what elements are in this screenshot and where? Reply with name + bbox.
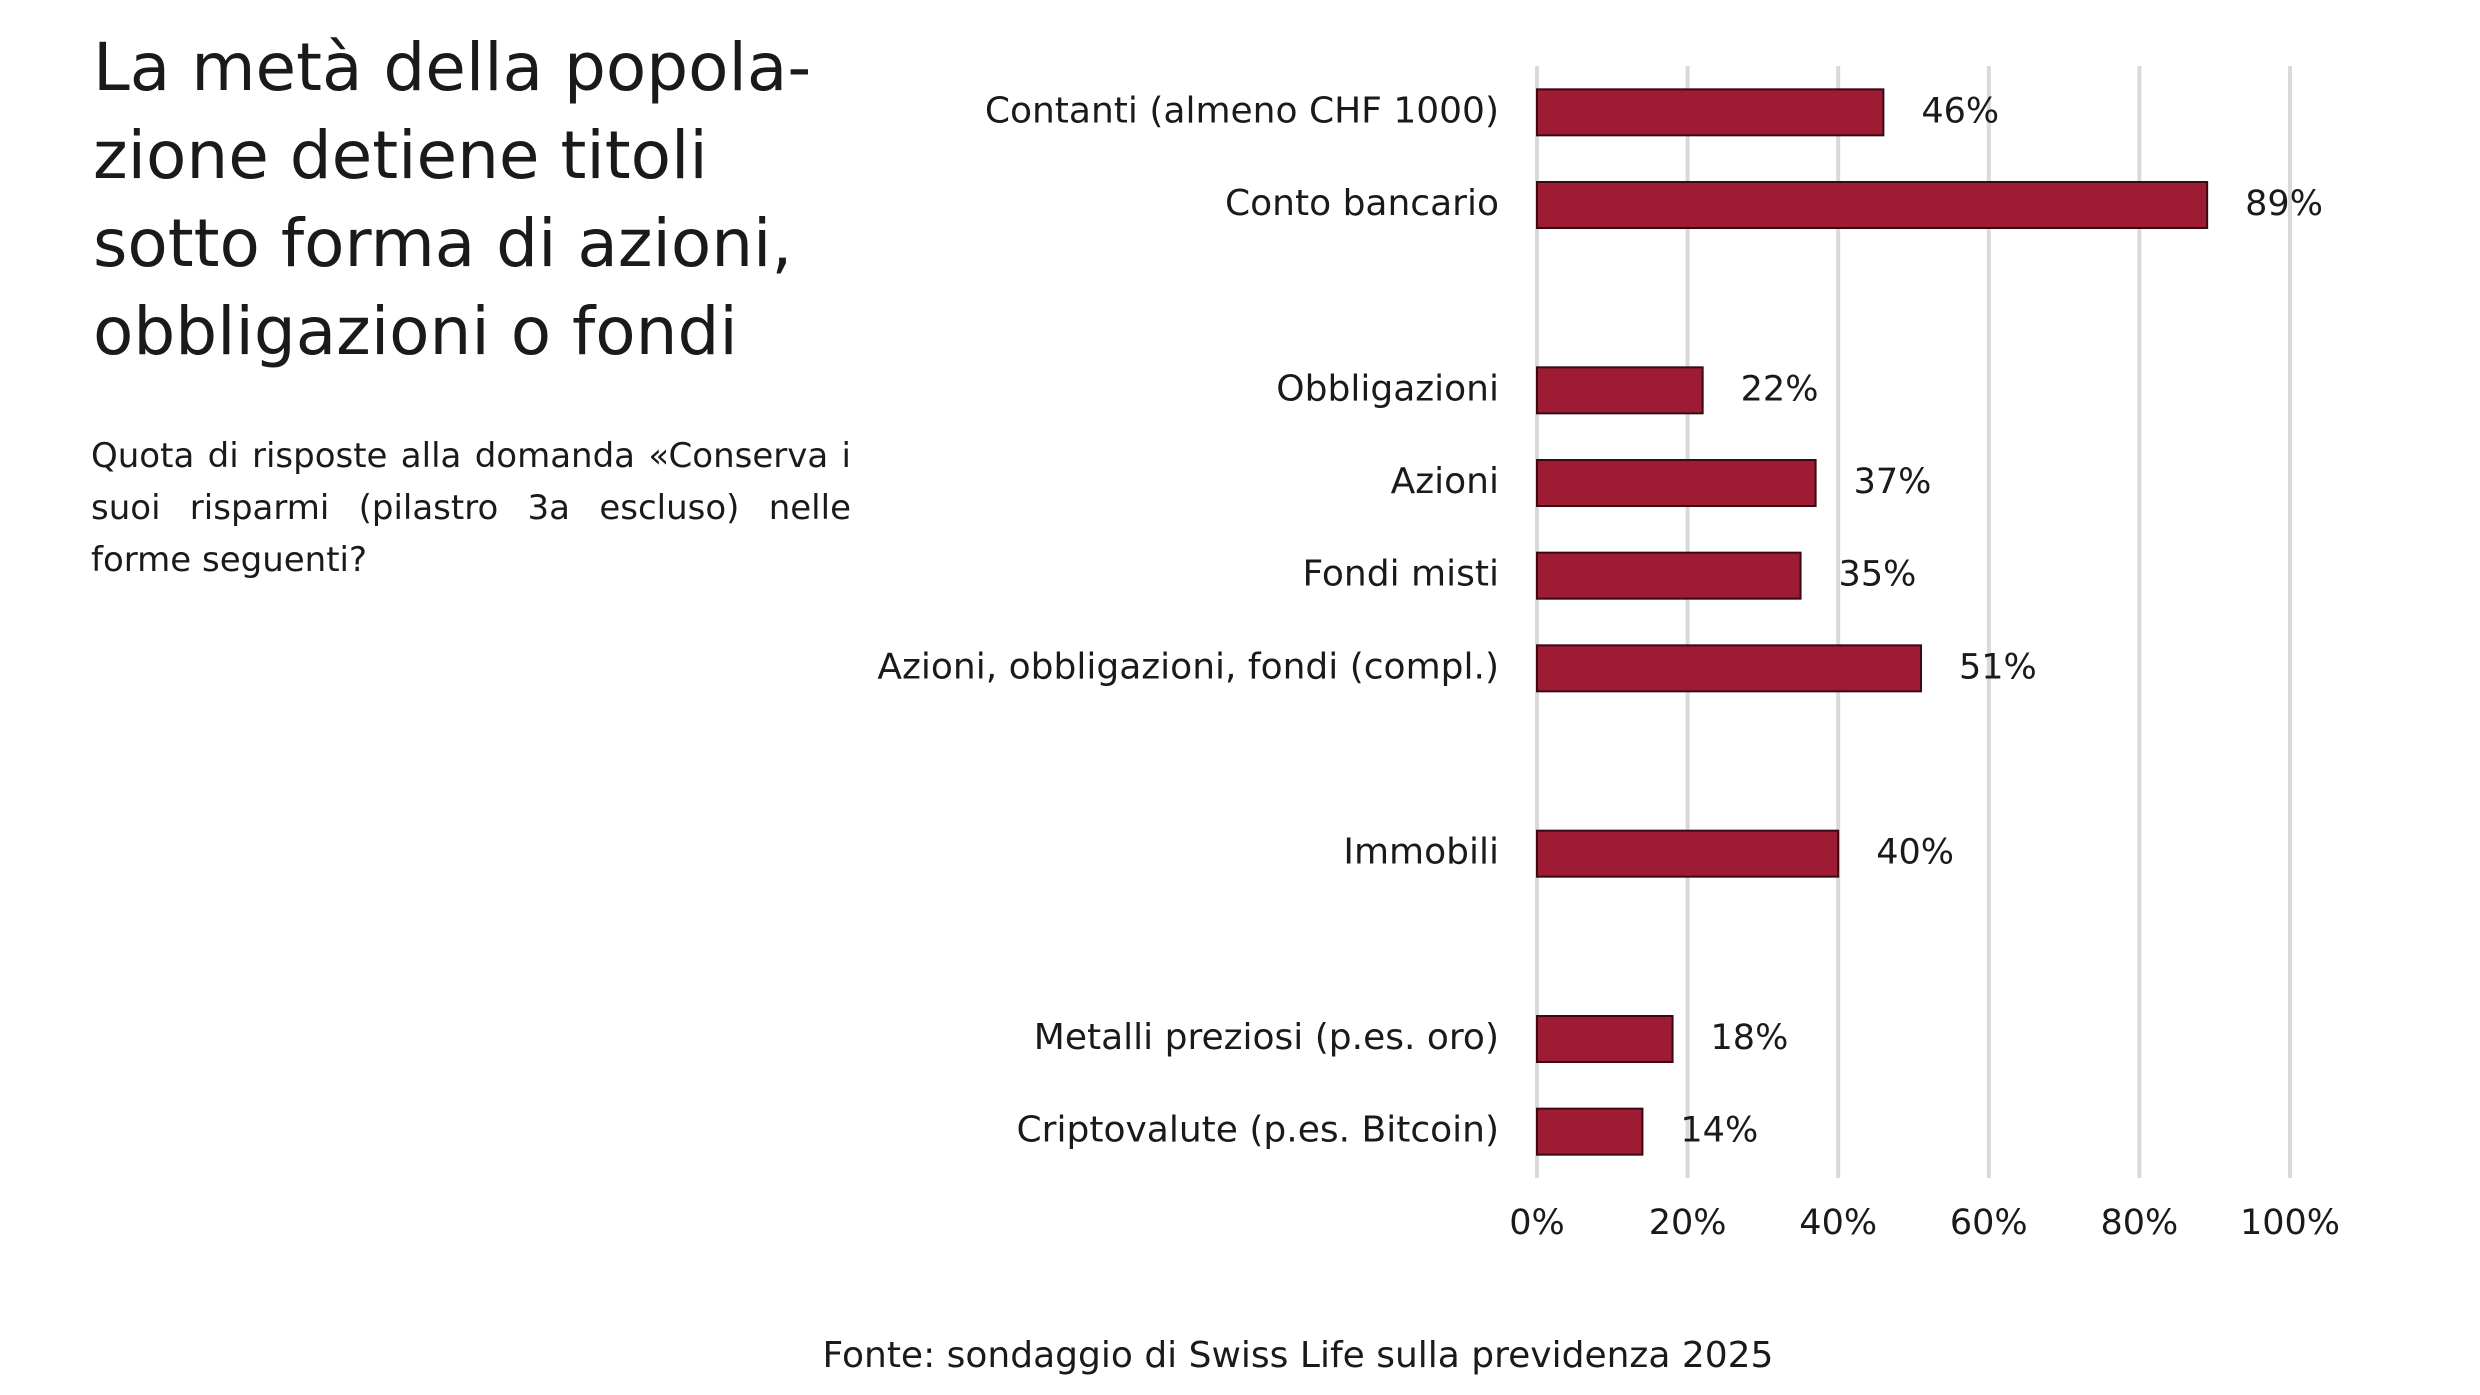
chart-title: zione detiene titoli — [93, 117, 708, 194]
bar — [1536, 644, 1923, 693]
y-tick-label: Obbligazioni — [1276, 368, 1499, 409]
y-tick-label: Criptovalute (p.es. Bitcoin) — [1017, 1110, 1499, 1151]
chart-title: La metà della popola- — [93, 29, 811, 106]
value-label: 89% — [2245, 184, 2323, 224]
chart-title: obbligazioni o fondi — [93, 293, 738, 370]
value-label: 37% — [1854, 462, 1932, 502]
y-tick-label: Immobili — [1343, 832, 1499, 873]
value-label: 22% — [1741, 369, 1819, 409]
x-tick-label: 80% — [2101, 1203, 2179, 1243]
subtitle: Quota di risposte alla domanda «Conserva… — [91, 436, 851, 580]
bar — [1536, 551, 1802, 600]
value-label: 46% — [1921, 91, 1999, 131]
x-tick-label: 60% — [1950, 1203, 2028, 1243]
y-tick-label: Fondi misti — [1302, 554, 1499, 595]
bar — [1536, 1015, 1674, 1063]
x-tick-label: 40% — [1799, 1203, 1877, 1243]
value-label: 35% — [1839, 555, 1917, 595]
x-tick-label: 0% — [1509, 1203, 1565, 1243]
bar — [1536, 366, 1704, 415]
y-tick-label: Contanti (almeno CHF 1000) — [985, 90, 1499, 131]
y-tick-label: Azioni — [1391, 461, 1499, 502]
bar — [1536, 829, 1840, 878]
chart-title: sotto forma di azioni, — [93, 205, 792, 282]
value-label: 18% — [1711, 1018, 1789, 1058]
y-tick-label: Conto bancario — [1225, 183, 1499, 224]
value-label: 40% — [1876, 833, 1954, 873]
bar — [1536, 88, 1885, 137]
y-tick-label: Azioni, obbligazioni, fondi (compl.) — [877, 646, 1499, 687]
x-tick-label: 20% — [1649, 1203, 1727, 1243]
value-label: 14% — [1680, 1111, 1758, 1151]
bar — [1536, 459, 1817, 507]
bar — [1536, 181, 2209, 229]
source: Fonte: sondaggio di Swiss Life sulla pre… — [823, 1335, 1774, 1376]
x-tick-label: 100% — [2240, 1203, 2340, 1243]
y-tick-label: Metalli preziosi (p.es. oro) — [1034, 1017, 1499, 1058]
bar — [1536, 1107, 1644, 1156]
value-label: 51% — [1959, 647, 2037, 687]
